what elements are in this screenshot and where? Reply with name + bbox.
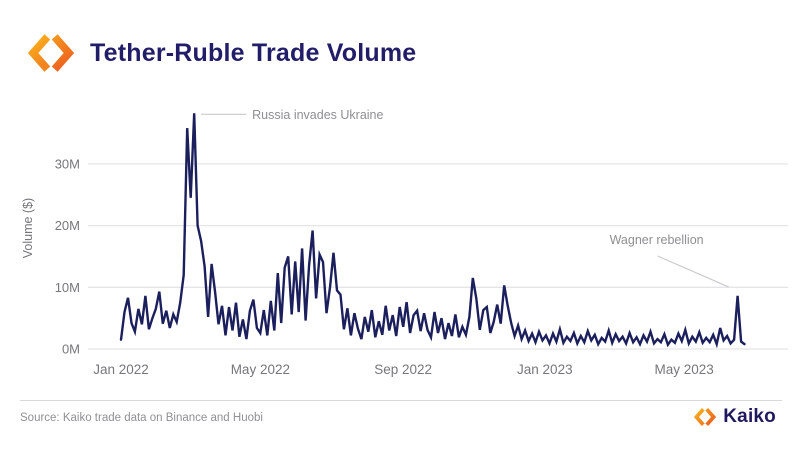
page-title: Tether-Ruble Trade Volume [90,38,417,67]
x-tick-label: Sep 2022 [374,362,432,377]
y-tick-label: 0M [62,342,80,357]
source-note: Source: Kaiko trade data on Binance and … [20,412,263,424]
y-tick-label: 10M [55,280,80,295]
chart-area: 0M 10M 20M 30M Volume ($) Jan 2022 May 2022 Sep… [0,90,800,400]
volume-data-line [119,113,746,349]
brand-wordmark: Kaiko [723,406,776,427]
y-axis-title: Volume ($) [21,198,35,258]
x-tick-label: May 2023 [655,362,714,377]
footer-brand: Kaiko [694,406,776,428]
x-tick-label: Jan 2022 [93,362,149,377]
footer-divider [20,400,782,401]
trade-volume-line-chart: 0M 10M 20M 30M Volume ($) Jan 2022 May 2022 Sep… [21,108,788,377]
annotation-label: Wagner rebellion [610,233,704,247]
kaiko-logo-icon [694,408,717,426]
header: Tether-Ruble Trade Volume [28,30,416,76]
y-tick-label: 30M [55,156,80,171]
x-tick-label: May 2022 [231,362,290,377]
kaiko-logo-icon [28,34,74,72]
annotation-label: Russia invades Ukraine [252,108,383,122]
x-tick-label: Jan 2023 [517,362,573,377]
annotation-pointer-line [657,255,729,288]
y-tick-label: 20M [55,218,80,233]
